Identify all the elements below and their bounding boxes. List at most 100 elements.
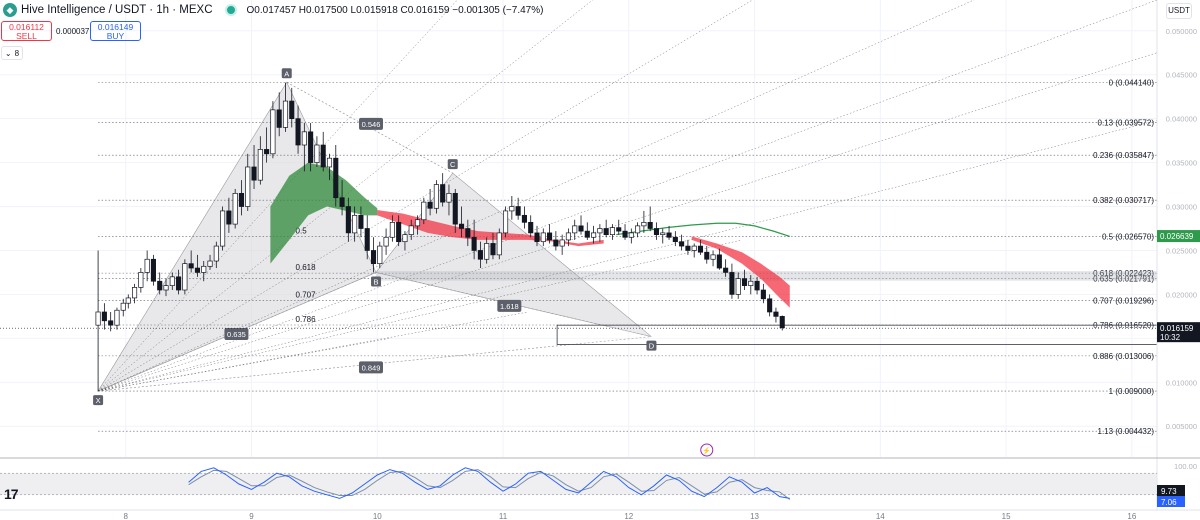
candle-body bbox=[628, 232, 634, 238]
price-axis-tick: 0.020000 bbox=[1166, 290, 1197, 299]
candle-body bbox=[477, 250, 483, 260]
stoch-axis-tick: 100.00 bbox=[1174, 462, 1197, 471]
fib-level-inner-label: 0.618 bbox=[296, 263, 317, 272]
time-axis-tick: 12 bbox=[624, 512, 633, 520]
harmonic-point-badge bbox=[447, 159, 458, 170]
sell-button[interactable]: 0.016112 SELL bbox=[1, 21, 52, 41]
fib-level-inner-label: 0.786 bbox=[296, 315, 317, 324]
candle-body bbox=[402, 234, 408, 243]
candle-body bbox=[182, 263, 188, 291]
cloud-green-area bbox=[270, 162, 378, 264]
candle-body bbox=[194, 267, 200, 273]
candle-body bbox=[245, 166, 251, 207]
candle-body bbox=[452, 192, 458, 225]
candle-body bbox=[685, 245, 691, 251]
candle-body bbox=[741, 278, 748, 286]
candle-body bbox=[132, 287, 138, 299]
trade-panel: 0.016112 SELL 0.000037 0.016149 BUY bbox=[1, 21, 141, 41]
candle-body bbox=[773, 311, 779, 317]
events-lightning-glyph: ⚡ bbox=[702, 446, 711, 455]
indicators-toggle-button[interactable]: ⌄ 8 bbox=[1, 46, 23, 60]
price-axis-tick: 0.045000 bbox=[1166, 71, 1197, 80]
candle-body bbox=[114, 309, 120, 326]
candle-body bbox=[352, 214, 358, 234]
candle-body bbox=[446, 192, 452, 203]
stoch-k-tag-label: 9.73 bbox=[1161, 487, 1177, 496]
candle-body bbox=[609, 227, 616, 236]
symbol-header: ◆ Hive Intelligence / USDT · 1h · MEXC O… bbox=[0, 0, 543, 20]
candle-body bbox=[389, 221, 395, 238]
gann-fan-line bbox=[98, 0, 1158, 392]
price-axis-tick: 0.030000 bbox=[1166, 203, 1197, 212]
time-axis-tick: 9 bbox=[249, 512, 254, 520]
candle-body bbox=[779, 316, 785, 329]
candle-body bbox=[591, 232, 597, 238]
candle-body bbox=[572, 225, 578, 234]
fib-level-label: 0.236 (0.035847) bbox=[1093, 151, 1154, 160]
fib-level-inner-label: 0.5 bbox=[296, 227, 308, 236]
candle-body bbox=[735, 278, 741, 295]
ma-price-tag-label: 0.026639 bbox=[1160, 232, 1194, 241]
candle-body bbox=[458, 223, 465, 229]
candle-body bbox=[653, 228, 660, 236]
harmonic-ratio-label: 0.635 bbox=[227, 330, 246, 339]
buy-button[interactable]: 0.016149 BUY bbox=[90, 21, 141, 41]
stoch-d-line bbox=[188, 469, 791, 500]
stoch-d-tag bbox=[1157, 496, 1185, 507]
candle-body bbox=[616, 227, 622, 232]
harmonic-point-badge bbox=[281, 68, 292, 79]
harmonic-point-label: A bbox=[284, 69, 289, 78]
fib-level-label: 0.382 (0.030717) bbox=[1093, 196, 1154, 205]
ma-price-tag bbox=[1157, 230, 1200, 243]
harmonic-ratio-badge bbox=[358, 361, 383, 374]
candle-body bbox=[597, 228, 603, 234]
buy-label: BUY bbox=[106, 31, 125, 41]
candle-body bbox=[169, 276, 175, 286]
candle-body bbox=[421, 201, 427, 221]
buy-price: 0.016149 bbox=[97, 22, 134, 32]
candle-body bbox=[427, 201, 433, 209]
candle-body bbox=[496, 232, 502, 256]
candle-body bbox=[484, 243, 490, 260]
fib-level-label: 0.618 (0.022423) bbox=[1093, 269, 1154, 278]
fib-level-inner-label: 0.707 bbox=[296, 291, 317, 300]
time-axis-tick: 15 bbox=[1002, 512, 1011, 520]
harmonic-ratio-badge bbox=[358, 117, 383, 130]
harmonic-point-label: X bbox=[96, 396, 101, 405]
symbol-title[interactable]: Hive Intelligence / USDT · 1h · MEXC bbox=[21, 4, 213, 16]
candle-body bbox=[226, 210, 232, 225]
candle-body bbox=[710, 254, 716, 260]
candle-body bbox=[345, 206, 351, 234]
candle-body bbox=[760, 289, 766, 300]
candle-body bbox=[603, 228, 609, 236]
candle-body bbox=[238, 192, 245, 207]
candle-body bbox=[408, 225, 414, 236]
stoch-d-tag-label: 7.06 bbox=[1161, 498, 1177, 507]
time-axis-tick: 13 bbox=[750, 512, 759, 520]
candle-body bbox=[213, 245, 219, 262]
fib-level-label: 0.13 (0.039572) bbox=[1098, 118, 1155, 127]
candle-body bbox=[308, 131, 314, 163]
candle-body bbox=[257, 149, 263, 181]
candle-body bbox=[547, 232, 553, 241]
candle-body bbox=[565, 232, 571, 241]
candle-body bbox=[691, 245, 697, 251]
gann-fan-line bbox=[98, 120, 1158, 392]
candle-body bbox=[144, 258, 150, 273]
candle-body bbox=[120, 302, 126, 311]
candle-body bbox=[301, 131, 307, 146]
currency-button[interactable]: USDT bbox=[1166, 3, 1192, 19]
candle-body bbox=[188, 263, 194, 269]
harmonic-point-badge bbox=[371, 276, 382, 287]
candle-body bbox=[150, 258, 156, 282]
time-axis-tick: 14 bbox=[876, 512, 885, 520]
candle-body bbox=[635, 225, 641, 234]
tradingview-logo-icon: 17 bbox=[4, 486, 19, 502]
fib-level-label: 0.5 (0.026570) bbox=[1102, 233, 1154, 242]
harmonic-ratio-label: 0.849 bbox=[362, 363, 381, 372]
candle-body bbox=[289, 100, 295, 119]
candle-body bbox=[232, 192, 238, 225]
candle-body bbox=[672, 236, 678, 243]
candle-body bbox=[414, 219, 421, 227]
